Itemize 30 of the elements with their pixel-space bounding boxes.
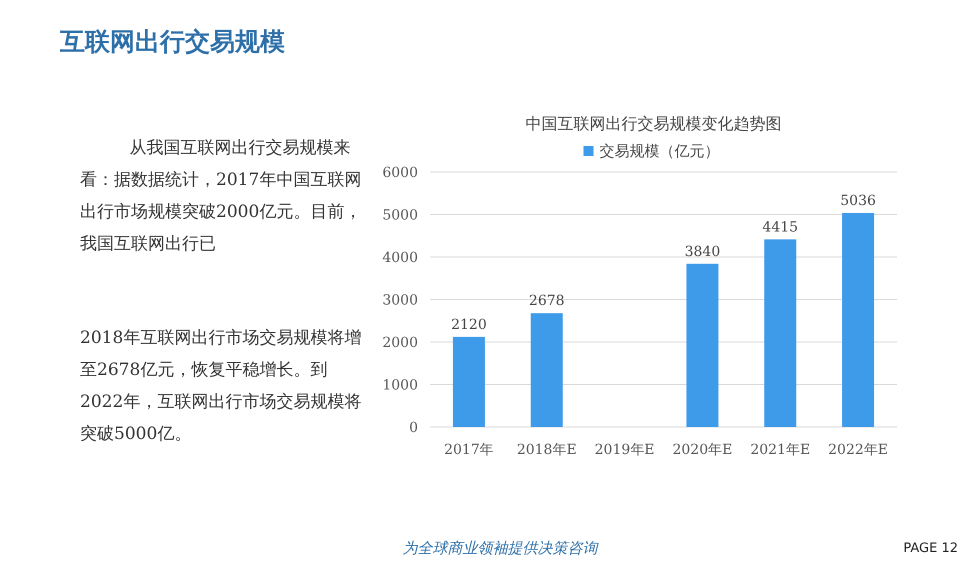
text: PAGE 12 xyxy=(903,541,958,556)
chart-subtitle: 中国互联网出行交易规模变化趋势图 xyxy=(526,114,782,133)
data-label: 2120 xyxy=(451,316,487,333)
data-label: 3840 xyxy=(684,244,720,260)
bar xyxy=(686,264,718,427)
x-tick-label: 2021年E xyxy=(750,442,810,458)
x-tick-label: 2022年E xyxy=(828,442,888,458)
data-label: 5036 xyxy=(840,192,876,209)
text: 为全球商业领袖提供决策咨询 xyxy=(402,539,600,557)
y-tick-label: 3000 xyxy=(382,292,418,308)
y-tick-label: 4000 xyxy=(382,250,418,266)
x-tick-label: 2018年E xyxy=(516,442,577,458)
bar xyxy=(530,313,563,427)
x-tick-label: 2017年 xyxy=(444,442,494,458)
text: 2018年互联网出行市场交易规模将增至2678亿元，恢复平稳增长。到2022年，互联网出行市场交易规模将突破5000亿。 xyxy=(80,327,362,446)
bar xyxy=(452,336,485,427)
y-tick-label: 6000 xyxy=(382,165,418,181)
legend-label: 交易规模（亿元） xyxy=(600,142,720,160)
text: 从我国互联网出行交易规模来看：据数据统计，2017年中国互联网出行市场规模突破2000亿元。目前，我国互联网出行已 xyxy=(80,137,362,256)
x-tick-label: 2019年E xyxy=(594,442,655,458)
bar xyxy=(764,239,796,427)
bar xyxy=(842,212,874,427)
text: 互联网出行交易规模 xyxy=(59,27,285,56)
y-tick-label: 5000 xyxy=(382,208,418,224)
y-tick-label: 0 xyxy=(409,420,418,436)
data-label: 2678 xyxy=(528,293,565,310)
x-tick-label: 2020年E xyxy=(672,442,732,458)
y-tick-label: 2000 xyxy=(382,335,418,351)
y-tick-label: 1000 xyxy=(382,378,418,394)
data-label: 4415 xyxy=(762,219,798,236)
